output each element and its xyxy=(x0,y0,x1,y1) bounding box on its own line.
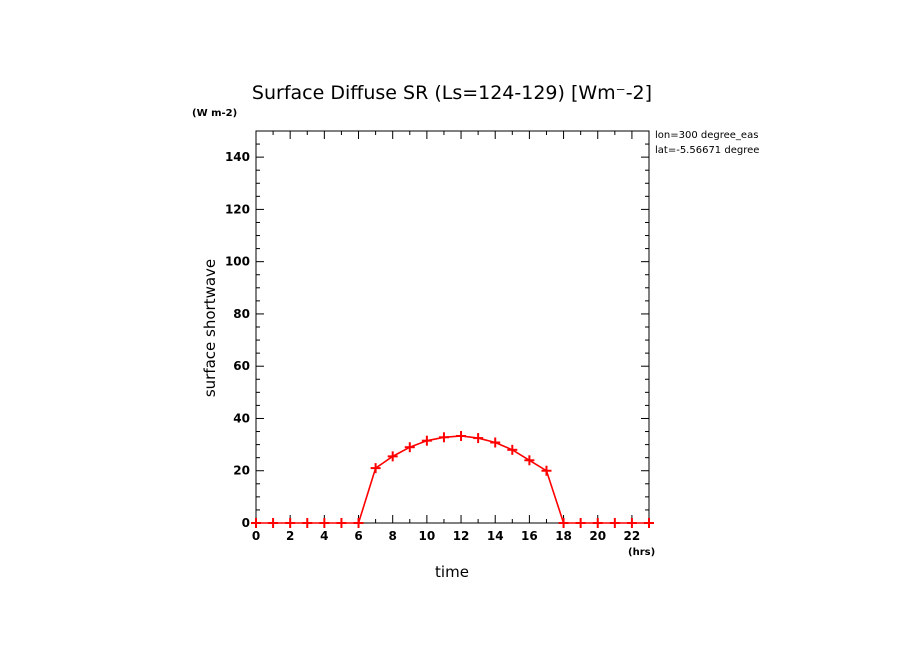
data-point-marker xyxy=(541,465,552,476)
y-tick-label: 80 xyxy=(233,307,250,321)
data-point-marker xyxy=(507,444,518,455)
plot-frame xyxy=(255,130,650,524)
x-tick-label: 0 xyxy=(252,529,260,543)
data-point-marker xyxy=(336,518,347,528)
y-axis-title: surface shortwave xyxy=(201,259,219,397)
data-point-marker xyxy=(456,430,467,441)
data-point-marker xyxy=(575,518,586,528)
data-point-marker xyxy=(268,518,279,528)
x-tick-label: 4 xyxy=(320,529,328,543)
y-tick-label: 20 xyxy=(233,464,250,478)
x-tick-label: 20 xyxy=(589,529,606,543)
y-tick-label: 120 xyxy=(225,202,250,216)
x-tick-label: 14 xyxy=(487,529,504,543)
meta-lat: lat=-5.56671 degree xyxy=(655,145,759,156)
y-tick-label: 100 xyxy=(225,255,250,269)
data-point-marker xyxy=(609,518,620,528)
x-axis-title: time xyxy=(435,563,469,581)
data-point-marker xyxy=(644,518,654,528)
series-line xyxy=(256,435,649,524)
x-tick-label: 6 xyxy=(354,529,362,543)
data-point-marker xyxy=(592,518,603,528)
data-point-marker xyxy=(251,518,261,528)
data-point-marker xyxy=(421,435,432,446)
data-point-marker xyxy=(438,432,449,443)
x-tick-label: 18 xyxy=(555,529,572,543)
data-point-marker xyxy=(404,442,415,453)
data-point-marker xyxy=(302,518,313,528)
data-point-marker xyxy=(387,451,398,462)
data-point-marker xyxy=(370,463,381,474)
y-tick-label: 60 xyxy=(233,359,250,373)
data-point-marker xyxy=(558,518,569,528)
chart-title: Surface Diffuse SR (Ls=124-129) [Wm⁻-2] xyxy=(252,82,652,104)
y-tick-label: 0 xyxy=(242,516,250,530)
data-point-marker xyxy=(353,518,364,528)
x-tick-label: 2 xyxy=(286,529,294,543)
x-unit-note: (hrs) xyxy=(628,547,655,558)
ticks-layer: 0 2 4 6 8 10 12 14 16 18 20 22 0 20 40 60 80 100 120 140 xyxy=(225,130,650,543)
meta-lon: lon=300 degree_eas xyxy=(655,130,758,141)
x-tick-label: 8 xyxy=(389,529,397,543)
data-point-marker xyxy=(285,518,296,528)
data-point-marker xyxy=(319,518,330,528)
data-point-marker xyxy=(626,518,637,528)
x-tick-label: 16 xyxy=(521,529,538,543)
x-tick-label: 12 xyxy=(453,529,470,543)
x-tick-label: 10 xyxy=(419,529,436,543)
data-point-marker xyxy=(524,455,535,466)
y-tick-label: 140 xyxy=(225,150,250,164)
y-tick-label: 40 xyxy=(233,411,250,425)
x-tick-label: 22 xyxy=(624,529,641,543)
y-unit-note: (W m-2) xyxy=(192,108,237,119)
data-point-marker xyxy=(490,437,501,448)
series-layer xyxy=(251,430,654,528)
data-point-marker xyxy=(473,433,484,444)
